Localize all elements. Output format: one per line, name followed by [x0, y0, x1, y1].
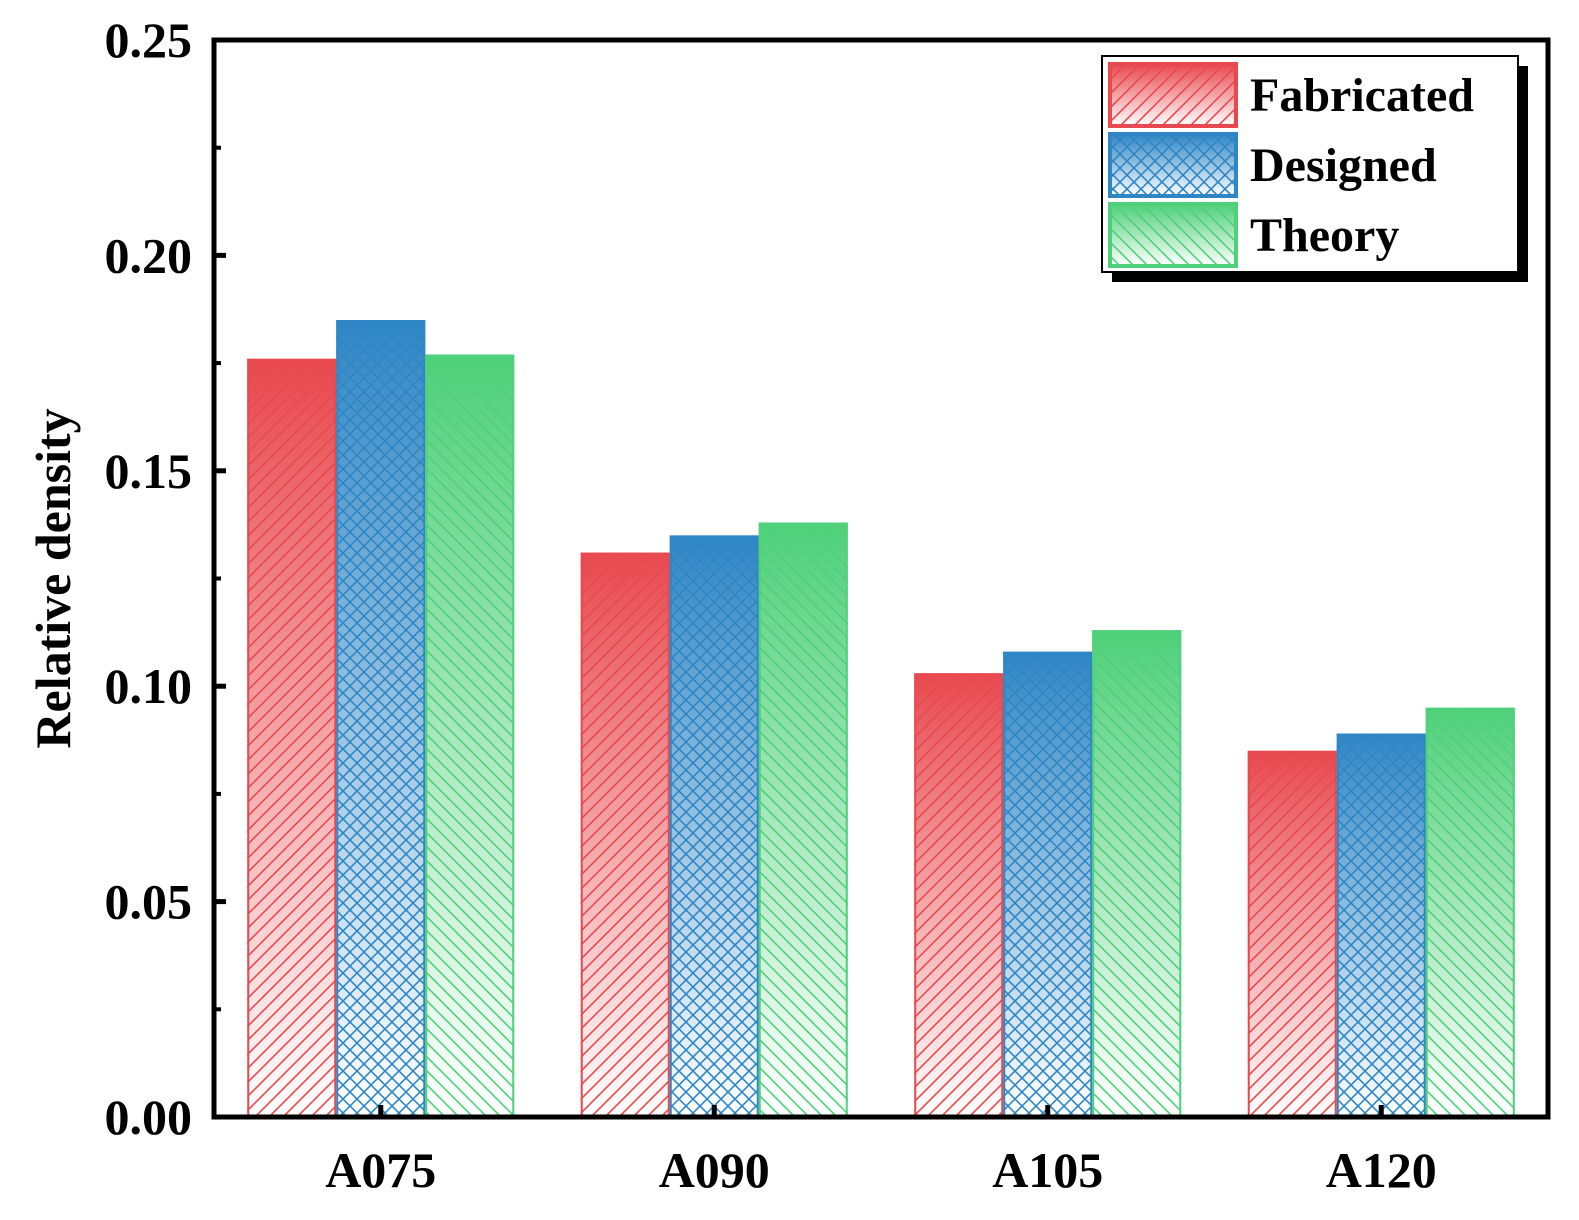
bar-fabricated-a075: [247, 358, 337, 1118]
legend-swatch-theory: [1108, 202, 1238, 268]
y-axis-label: Relative density: [25, 408, 81, 748]
x-tick-label-a105: A105: [992, 1142, 1103, 1198]
bar-theory-a105: [1092, 630, 1182, 1118]
x-axis: A075 A090 A105 A120: [325, 1105, 1437, 1198]
bar-theory-a090: [758, 522, 848, 1118]
y-tick-label: 0.05: [105, 874, 193, 930]
legend: Fabricated Designed Theory: [1101, 55, 1528, 282]
y-tick-label: 0.15: [105, 443, 193, 499]
y-tick-label: 0.20: [105, 227, 193, 283]
bar-designed-a105: [1003, 651, 1093, 1119]
y-tick-label: 0.25: [105, 12, 193, 68]
bar-fabricated-a090: [580, 552, 670, 1118]
legend-swatch-designed: [1108, 132, 1238, 198]
legend-item-fabricated: Fabricated: [1108, 62, 1474, 128]
bar-designed-a075: [336, 320, 426, 1118]
y-tick-label: 0.00: [105, 1089, 193, 1145]
bar-fabricated-a105: [914, 673, 1004, 1118]
bar-fabricated-a120: [1247, 750, 1337, 1118]
legend-item-theory: Theory: [1108, 202, 1399, 268]
y-axis: 0.00 0.05 0.10 0.15 0.20 0.25: [105, 12, 226, 1145]
bars-layer: [247, 320, 1515, 1119]
bar-designed-a090: [669, 535, 759, 1118]
bar-designed-a120: [1336, 733, 1426, 1118]
legend-item-designed: Designed: [1108, 132, 1437, 198]
x-tick-label-a075: A075: [325, 1142, 436, 1198]
legend-swatch-fabricated: [1108, 62, 1238, 128]
legend-label: Designed: [1250, 139, 1437, 192]
y-tick-label: 0.10: [105, 658, 193, 714]
bar-theory-a075: [425, 354, 515, 1118]
bar-theory-a120: [1425, 707, 1515, 1118]
legend-label: Fabricated: [1250, 69, 1474, 122]
x-tick-label-a120: A120: [1326, 1142, 1437, 1198]
legend-label: Theory: [1250, 209, 1399, 262]
x-tick-label-a090: A090: [659, 1142, 770, 1198]
